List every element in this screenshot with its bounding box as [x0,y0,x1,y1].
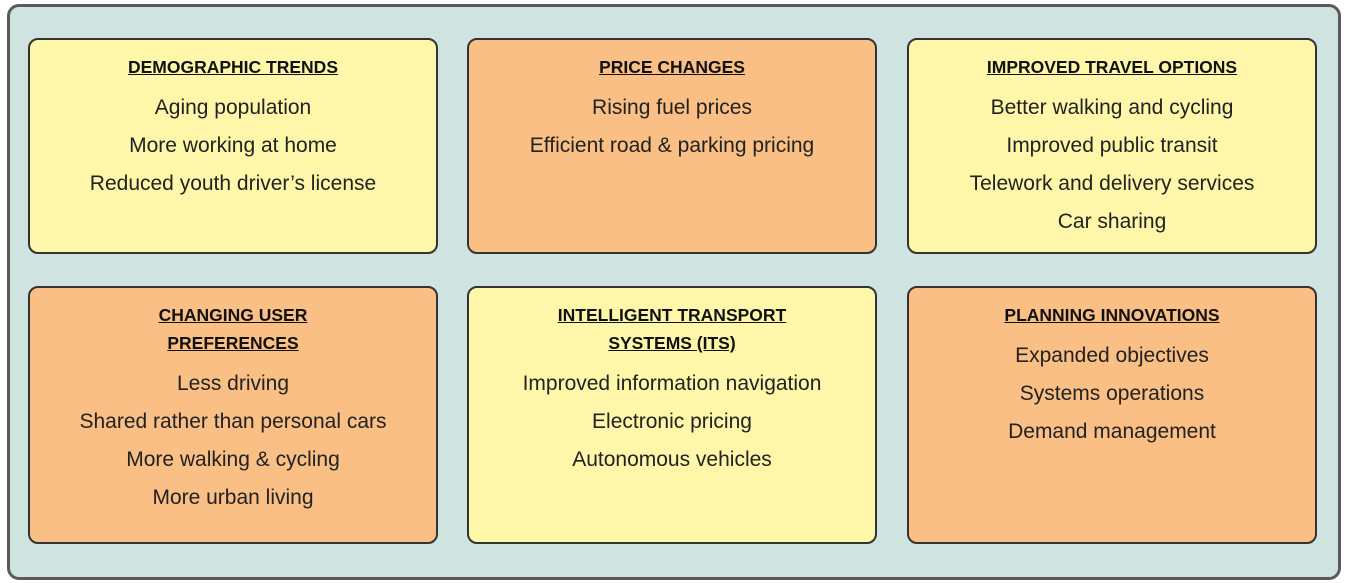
box: PLANNING INNOVATIONS Expanded objectives S… [907,286,1317,544]
box-title: INTELLIGENT TRANSPORT SYSTEMS (ITS) [557,305,787,353]
box-item: Rising fuel prices [592,96,752,119]
box-item: Telework and delivery services [969,172,1255,195]
box-item: Systems operations [1019,382,1205,405]
box-title: PRICE CHANGES [599,57,745,77]
box-item: Efficient road & parking pricing [529,134,815,157]
box: PRICE CHANGES Rising fuel prices Efficient… [467,38,877,254]
box-item: Car sharing [1057,210,1167,233]
box-title: DEMOGRAPHIC TRENDS [127,57,338,77]
box-item: Better walking and cycling [990,96,1234,119]
box-item: Improved information navigation [522,372,822,395]
box-item: Reduced youth driver’s license [89,172,377,195]
box: IMPROVED TRAVEL OPTIONS Better walking an… [907,38,1317,254]
box: CHANGING USER PREFERENCES Less driving Sha… [28,286,438,544]
box-item: Shared rather than personal cars [79,410,387,433]
box-item: More working at home [129,134,337,157]
box-item: More urban living [152,486,314,509]
box-title: CHANGING USER PREFERENCES [158,305,308,353]
box-item: More walking & cycling [126,448,340,471]
box-item: Aging population [154,96,312,119]
box-item: Autonomous vehicles [572,448,772,471]
box-title: IMPROVED TRAVEL OPTIONS [986,57,1238,77]
box-item: Improved public transit [1006,134,1218,157]
box: DEMOGRAPHIC TRENDS Aging population More w… [28,38,438,254]
box-item: Less driving [176,372,290,395]
box-item: Expanded objectives [1015,344,1209,367]
box-item: Electronic pricing [592,410,752,433]
box-title: PLANNING INNOVATIONS [1004,305,1220,325]
box: INTELLIGENT TRANSPORT SYSTEMS (ITS) Impro… [467,286,877,544]
box-item: Demand management [1008,420,1216,443]
